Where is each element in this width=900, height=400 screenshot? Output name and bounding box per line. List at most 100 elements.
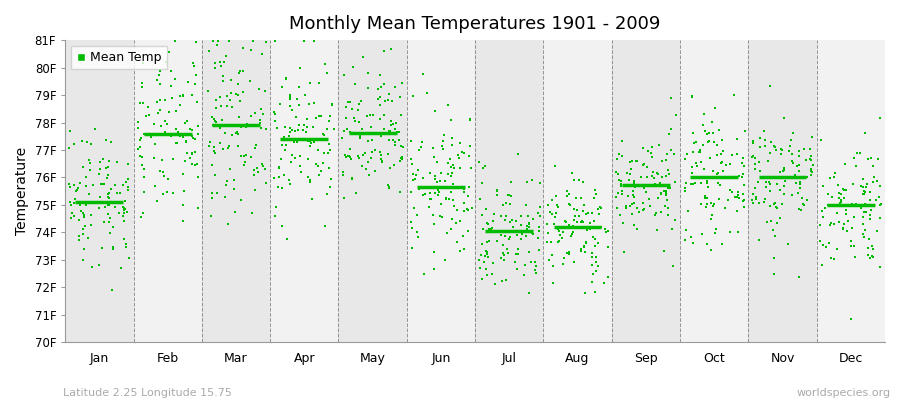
Point bbox=[213, 124, 228, 131]
Point bbox=[440, 160, 454, 167]
Point bbox=[716, 167, 730, 174]
Point bbox=[301, 156, 315, 162]
Point bbox=[81, 190, 95, 197]
Point bbox=[220, 92, 235, 99]
Point bbox=[395, 154, 410, 161]
Point bbox=[245, 210, 259, 216]
Point bbox=[866, 246, 880, 252]
Point bbox=[833, 198, 848, 205]
Point bbox=[579, 210, 593, 217]
Point bbox=[844, 238, 859, 244]
Point bbox=[522, 221, 536, 227]
Point bbox=[338, 115, 353, 121]
Point bbox=[526, 216, 540, 222]
Point bbox=[374, 156, 388, 162]
Point bbox=[752, 237, 766, 243]
Point bbox=[490, 238, 504, 244]
Point bbox=[768, 232, 782, 239]
Point bbox=[233, 124, 248, 130]
Point bbox=[624, 166, 638, 172]
Point bbox=[700, 180, 715, 186]
Point bbox=[698, 111, 712, 117]
Point bbox=[839, 207, 853, 213]
Point bbox=[688, 180, 703, 186]
Point bbox=[443, 156, 457, 163]
Point bbox=[757, 199, 771, 205]
Point bbox=[283, 125, 297, 131]
Point bbox=[347, 80, 362, 87]
Point bbox=[770, 220, 785, 226]
Point bbox=[783, 142, 797, 149]
Point bbox=[221, 38, 236, 45]
Point bbox=[258, 39, 273, 45]
Point bbox=[299, 129, 313, 136]
Point bbox=[860, 184, 874, 190]
Point bbox=[700, 195, 715, 202]
Point bbox=[253, 117, 267, 124]
Point bbox=[519, 226, 534, 232]
Point bbox=[626, 178, 641, 184]
Point bbox=[277, 133, 292, 140]
Point bbox=[133, 137, 148, 143]
Point bbox=[805, 134, 819, 140]
Point bbox=[92, 205, 106, 212]
Point bbox=[178, 138, 193, 144]
Point bbox=[700, 201, 715, 208]
Point bbox=[685, 170, 699, 176]
Point bbox=[283, 177, 297, 183]
Point bbox=[860, 181, 874, 188]
Point bbox=[601, 274, 616, 280]
Point bbox=[651, 171, 665, 177]
Point bbox=[706, 139, 721, 145]
Point bbox=[454, 165, 468, 171]
Point bbox=[272, 174, 286, 180]
Point bbox=[544, 252, 559, 258]
Point bbox=[571, 219, 585, 225]
Point bbox=[191, 174, 205, 180]
Point bbox=[93, 166, 107, 172]
Point bbox=[147, 154, 161, 161]
Point bbox=[368, 147, 382, 153]
Point bbox=[804, 168, 818, 174]
Point bbox=[284, 159, 299, 166]
Point bbox=[293, 153, 308, 159]
Point bbox=[635, 145, 650, 151]
Point bbox=[247, 167, 261, 173]
Point bbox=[221, 220, 236, 227]
Point bbox=[246, 38, 260, 45]
Point bbox=[585, 262, 599, 268]
Point bbox=[309, 161, 323, 168]
Point bbox=[542, 257, 556, 264]
Point bbox=[223, 166, 238, 173]
Point bbox=[147, 155, 161, 161]
Point bbox=[300, 123, 314, 130]
Point bbox=[76, 214, 91, 220]
Point bbox=[514, 222, 528, 228]
Point bbox=[686, 240, 700, 246]
Point bbox=[74, 208, 88, 214]
Point bbox=[491, 228, 505, 234]
Point bbox=[130, 119, 145, 126]
Point bbox=[544, 209, 558, 215]
Point bbox=[652, 179, 667, 186]
Point bbox=[839, 187, 853, 193]
Point bbox=[570, 206, 584, 213]
Point bbox=[657, 203, 671, 210]
Point bbox=[297, 122, 311, 128]
Point bbox=[150, 110, 165, 116]
Point bbox=[768, 143, 782, 150]
Point bbox=[165, 95, 179, 102]
Point bbox=[480, 249, 494, 255]
Point bbox=[318, 60, 332, 67]
Point bbox=[237, 161, 251, 168]
Point bbox=[276, 172, 291, 178]
Point bbox=[451, 152, 465, 158]
Point bbox=[117, 204, 131, 211]
Point bbox=[284, 107, 299, 114]
Point bbox=[648, 181, 662, 187]
Point bbox=[445, 134, 459, 141]
Point bbox=[857, 208, 871, 215]
Point bbox=[176, 218, 190, 224]
Point bbox=[774, 201, 788, 208]
Point bbox=[298, 92, 312, 98]
